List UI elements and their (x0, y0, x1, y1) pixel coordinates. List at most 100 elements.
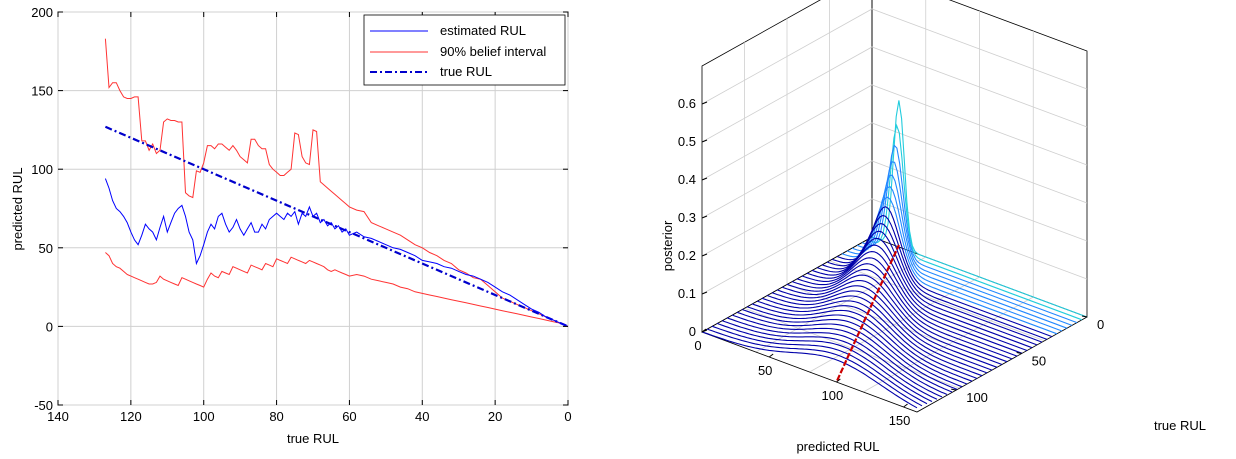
right-z-tick-mark (701, 177, 708, 181)
right-wall-gridline (701, 8, 1088, 105)
left-x-tick-label: 120 (120, 409, 142, 424)
right-posterior-curve (806, 251, 1023, 354)
right-ticks: 0 0.1 0.2 0.3 0.4 0.5 0.6 0 50 100 150 0 50 100 (678, 96, 1104, 428)
left-y-tick-label: 150 (31, 84, 53, 99)
left-grid (57, 11, 569, 406)
right-wall-gridline (701, 122, 1088, 219)
right-wall-gridline (701, 160, 1088, 257)
right-z-tick-mark (701, 139, 708, 143)
right-x-tick-label: 100 (822, 388, 844, 403)
right-posterior-curve (786, 274, 1003, 366)
right-posterior-curve (761, 297, 978, 380)
right-posterior-curve (851, 174, 1068, 329)
right-posterior-curve (801, 257, 1018, 357)
left-y-tick-label: 100 (31, 162, 53, 177)
left-y-tick-label: 200 (31, 5, 53, 20)
right-x-tick-mark (768, 353, 774, 358)
right-z-tick-label: 0 (689, 324, 696, 339)
right-posterior-curve (771, 290, 988, 374)
right-z-axis-label: posterior (660, 220, 675, 271)
right-posterior-curve (781, 279, 998, 368)
right-posterior-curve (856, 161, 1073, 326)
right-posterior-curve (721, 320, 938, 400)
right-x-tick-mark (701, 328, 707, 333)
right-z-tick-label: 0.1 (678, 286, 696, 301)
right-posterior-curve (846, 186, 1063, 332)
right-posterior-curve (741, 308, 958, 390)
legend-box (363, 14, 566, 86)
right-posterior-curve (791, 268, 1008, 363)
right-x-tick-label: 150 (889, 413, 911, 428)
right-3d-box (701, 0, 1088, 413)
left-x-tick-label: 0 (564, 409, 571, 424)
right-true-rul-marker (836, 244, 900, 381)
right-y-tick-mark (1016, 352, 1022, 355)
right-posterior-curve (746, 306, 963, 388)
right-wall-gridline (701, 46, 1088, 143)
right-x-tick-mark (836, 378, 841, 383)
right-y-axis-label: true RUL (1154, 418, 1206, 433)
right-x-tick-label: 0 (694, 338, 701, 353)
left-x-tick-label: 100 (193, 409, 215, 424)
right-y-tick-mark (951, 388, 957, 391)
right-z-tick-label: 0.6 (678, 96, 696, 111)
right-wall-gridline (701, 84, 1088, 181)
right-x-tick-mark (903, 403, 908, 408)
right-posterior-curve (706, 328, 923, 407)
left-series-line-1 (104, 38, 569, 327)
right-posterior-curve (756, 300, 973, 382)
right-posterior-curve (711, 325, 928, 405)
left-series-line-0 (104, 178, 569, 327)
right-y-tick-label: 0 (1097, 317, 1104, 332)
right-posterior-curve (731, 314, 948, 396)
left-series-line-3 (104, 125, 569, 328)
right-y-tick-label: 100 (966, 390, 988, 405)
right-posterior-curve (701, 331, 918, 409)
right-y-tick-label: 50 (1032, 354, 1046, 369)
right-posterior-curve (736, 311, 953, 393)
left-x-tick-label: 140 (47, 409, 69, 424)
right-posterior-curve (811, 244, 1028, 352)
right-x-axis-label: predicted RUL (796, 439, 879, 454)
right-posterior-curve (796, 263, 1013, 360)
right-posterior-curves (701, 100, 1088, 409)
right-posterior-curve (861, 144, 1078, 324)
right-true-rul-line (836, 244, 900, 381)
right-posterior-curve (776, 285, 993, 371)
right-posterior-curve (751, 303, 968, 385)
right-posterior-curve (726, 317, 943, 398)
left-x-tick-label: 60 (342, 409, 356, 424)
right-z-tick-mark (701, 253, 708, 257)
left-y-tick-label: -50 (34, 398, 53, 413)
right-x-tick-label: 50 (758, 363, 772, 378)
left-y-axis-label: predicted RUL (10, 167, 25, 250)
right-z-tick-mark (701, 215, 708, 219)
right-posterior-curve (816, 237, 1033, 349)
right-posterior-curve (716, 322, 933, 402)
left-x-tick-label: 20 (488, 409, 502, 424)
right-z-tick-mark (701, 291, 708, 295)
right-posterior-curve (871, 100, 1088, 318)
left-x-axis-label: true RUL (287, 431, 339, 446)
left-y-tick-label: 50 (39, 241, 53, 256)
right-z-tick-label: 0.2 (678, 248, 696, 263)
right-posterior-curve (866, 123, 1083, 321)
right-posterior-curve (766, 294, 983, 377)
right-floor-gridline (829, 260, 1045, 342)
right-y-tick-mark (1081, 315, 1088, 318)
legend-label-estimated: estimated RUL (440, 23, 526, 38)
right-z-tick-mark (701, 101, 708, 105)
left-x-tick-label: 40 (415, 409, 429, 424)
left-x-tick-label: 80 (269, 409, 283, 424)
left-legend: estimated RUL 90% belief interval true R… (363, 14, 566, 86)
right-wall-gridline (701, 198, 1088, 295)
left-series-group (104, 38, 569, 328)
right-3d-chart: 0 0.1 0.2 0.3 0.4 0.5 0.6 0 50 100 150 0 50 100 predi… (660, 0, 1206, 454)
left-series-line-2 (105, 252, 569, 327)
legend-label-belief: 90% belief interval (440, 44, 546, 59)
right-z-tick-label: 0.5 (678, 134, 696, 149)
right-z-tick-label: 0.3 (678, 210, 696, 225)
